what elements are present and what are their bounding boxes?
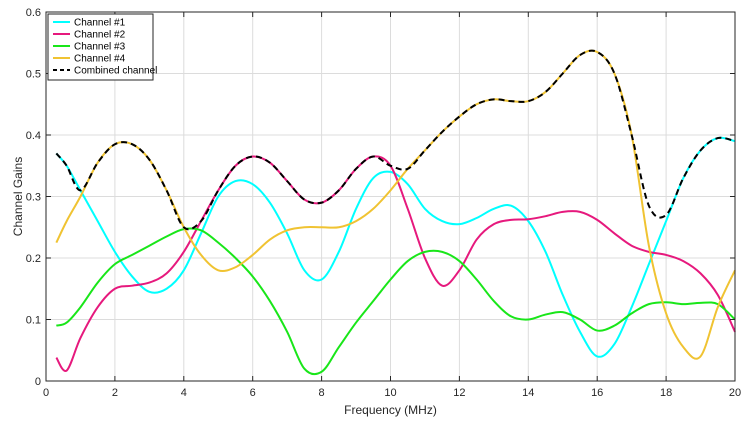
y-tick-label: 0: [35, 376, 41, 388]
y-tick-label: 0.1: [26, 315, 41, 327]
x-tick-label: 12: [453, 387, 465, 399]
legend-label: Channel #3: [74, 42, 126, 53]
legend-label: Channel #1: [74, 18, 126, 29]
series-line-3: [56, 227, 736, 376]
grid: [46, 12, 735, 381]
legend-label: Channel #2: [74, 30, 126, 41]
y-tick-label: 0.3: [26, 192, 41, 204]
x-tick-label: 6: [250, 387, 256, 399]
x-axis-label: Frequency (MHz): [344, 403, 437, 417]
y-tick-label: 0.2: [26, 253, 41, 265]
series-group: [55, 49, 736, 376]
x-tick-label: 0: [43, 387, 49, 399]
x-tick-label: 4: [181, 387, 187, 399]
x-tick-label: 16: [591, 387, 603, 399]
legend-label: Combined channel: [74, 66, 157, 77]
series-line-1: [55, 136, 736, 358]
y-tick-label: 0.4: [26, 130, 41, 142]
x-tick-label: 20: [729, 387, 741, 399]
x-tick-label: 2: [112, 387, 118, 399]
y-axis-label: Channel Gains: [11, 157, 25, 236]
legend-label: Channel #4: [74, 54, 126, 65]
x-tick-label: 10: [384, 387, 396, 399]
y-tick-label: 0.6: [26, 7, 41, 19]
series-line-5: [55, 49, 736, 231]
x-tick-label: 18: [660, 387, 672, 399]
y-tick-label: 0.5: [26, 69, 41, 81]
x-tick-label: 8: [319, 387, 325, 399]
x-tick-label: 14: [522, 387, 534, 399]
